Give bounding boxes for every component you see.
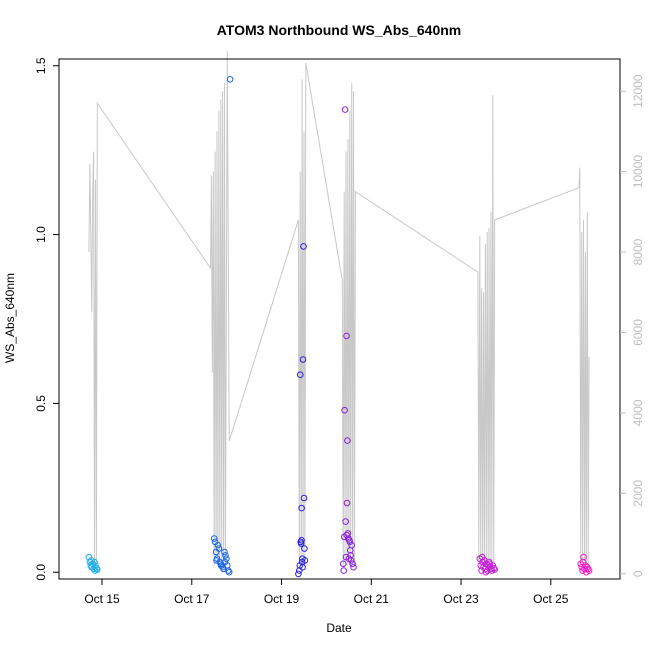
data-point	[215, 545, 223, 552]
data-point	[346, 538, 354, 546]
y2-axis: 0 2000 4000 6000 8000 10000 12000	[620, 74, 645, 577]
data-point	[217, 562, 225, 569]
data-point	[91, 567, 99, 574]
x-tick-label: Oct 15	[84, 592, 120, 606]
data-point	[341, 106, 349, 113]
data-point	[88, 563, 95, 571]
data-point	[347, 557, 355, 564]
data-point	[226, 76, 234, 83]
y2-tick-label: 12000	[631, 74, 645, 108]
y-tick-label: 0.0	[34, 564, 48, 581]
y-tick-label: 0.5	[34, 395, 48, 412]
data-point	[297, 540, 305, 547]
data-point	[341, 406, 348, 414]
data-point	[90, 565, 97, 573]
data-point	[491, 566, 499, 573]
data-point	[347, 547, 354, 554]
data-point	[300, 243, 307, 250]
x-tick-label: Oct 23	[443, 592, 479, 606]
data-point	[343, 531, 351, 539]
data-point	[579, 558, 587, 566]
data-point	[214, 541, 222, 549]
data-point	[224, 567, 232, 574]
y-tick-label: 1.5	[34, 57, 48, 74]
x-tick-label: Oct 19	[264, 592, 300, 606]
x-tick-label: Oct 17	[174, 592, 210, 606]
plot-frame	[58, 58, 621, 580]
data-point	[221, 548, 228, 556]
x-axis: Oct 15 Oct 17 Oct 19 Oct 21 Oct 23 Oct 25	[84, 579, 569, 606]
data-point	[222, 552, 229, 559]
y-tick-label: 1.0	[34, 226, 48, 243]
data-point	[340, 567, 348, 574]
data-point	[298, 536, 305, 544]
y2-tick-label: 8000	[631, 238, 645, 265]
right-series-line	[88, 50, 590, 566]
points-layer	[85, 76, 593, 578]
data-point	[221, 558, 229, 566]
data-point	[342, 518, 349, 525]
y2-tick-label: 4000	[631, 399, 645, 426]
data-point	[344, 437, 351, 444]
data-point	[343, 499, 351, 507]
data-point	[585, 567, 593, 574]
data-point	[580, 553, 587, 561]
x-tick-label: Oct 21	[354, 592, 390, 606]
x-axis-label: Date	[326, 621, 352, 635]
data-point	[213, 557, 220, 564]
y2-tick-label: 10000	[631, 155, 645, 189]
data-point	[349, 560, 356, 568]
data-point	[301, 545, 308, 552]
data-point	[298, 504, 305, 512]
data-point	[478, 553, 486, 561]
data-point	[482, 568, 490, 576]
data-point	[295, 570, 302, 578]
data-point	[88, 557, 95, 564]
y2-tick-label: 2000	[631, 480, 645, 507]
y-axis: 0.0 0.5 1.0 1.5	[34, 57, 59, 581]
data-point	[225, 568, 233, 576]
y2-tick-label: 0	[631, 570, 645, 577]
data-point	[210, 535, 218, 542]
data-point	[490, 564, 498, 572]
y-axis-label: WS_Abs_640nm	[3, 273, 17, 363]
data-point	[296, 371, 304, 379]
data-point	[343, 332, 350, 340]
x-tick-label: Oct 25	[533, 592, 569, 606]
data-point	[339, 560, 347, 568]
y2-tick-label: 6000	[631, 319, 645, 346]
data-point	[91, 558, 98, 566]
data-point	[486, 560, 493, 568]
data-point	[350, 563, 357, 571]
data-point	[299, 356, 307, 363]
data-point	[299, 555, 306, 563]
right-series-layer	[88, 50, 590, 566]
data-point	[223, 555, 230, 563]
data-point	[300, 494, 308, 502]
data-point	[296, 562, 304, 569]
chart-title: ATOM3 Northbound WS_Abs_640nm	[217, 22, 462, 38]
